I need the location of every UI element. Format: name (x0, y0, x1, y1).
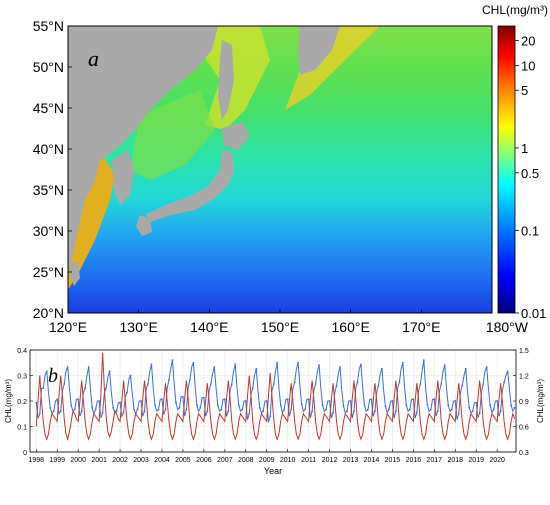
colorbar-tick-label: 0.1 (521, 223, 539, 238)
x-tick-label: 1999 (49, 457, 65, 464)
colorbar-gradient (497, 25, 516, 314)
x-tick-label: 2015 (385, 457, 401, 464)
panel-label-b: b (48, 365, 58, 387)
coastal-bloom-okhotsk (160, 26, 270, 130)
x-tick-label: 1998 (28, 457, 44, 464)
colorbar-tick-label: 0.01 (521, 306, 546, 321)
x-tick-label: 2003 (133, 457, 149, 464)
right-y-tick-label: 0.6 (519, 425, 529, 432)
map-y-tick-label: 35°N (33, 182, 64, 198)
x-tick-label: 2001 (91, 457, 107, 464)
colorbar-tick-label: 5 (521, 83, 528, 98)
left-y-tick-label: 0.2 (17, 399, 27, 406)
x-axis-label: Year (264, 466, 282, 476)
x-tick-label: 2000 (70, 457, 86, 464)
left-y-axis: 0 0.1 0.2 0.3 0.4 (17, 348, 33, 457)
map-x-tick-label: 180°W (486, 319, 529, 335)
map-x-tick-label: 140°E (190, 319, 228, 335)
land-kamchatka (298, 26, 340, 75)
colorbar-tick-label: 10 (521, 58, 535, 73)
x-tick-label: 2013 (343, 457, 359, 464)
right-y-tick-label: 0.3 (519, 450, 529, 457)
x-tick-label: 2010 (280, 457, 296, 464)
map-y-tick-label: 40°N (33, 141, 64, 157)
land-asia-mainland (68, 26, 218, 280)
series-red-line (35, 352, 516, 442)
x-tick-label: 2009 (259, 457, 275, 464)
x-tick-label: 2018 (447, 457, 463, 464)
x-tick-label: 2016 (406, 457, 422, 464)
x-tick-label: 2006 (196, 457, 212, 464)
right-y-tick-label: 0.9 (519, 399, 529, 406)
map-y-tick-label: 50°N (33, 59, 64, 75)
land-honshu (146, 150, 234, 222)
left-y-tick-label: 0.4 (17, 348, 27, 355)
timeseries-x-axis: 1998 1999 2000 2001 2002 2003 2004 2005 2006 2007… (28, 449, 505, 464)
map-y-tick-label: 20°N (33, 305, 64, 321)
colorbar-title: CHL(mg/m³) (482, 3, 548, 17)
map-y-tick-label: 25°N (33, 264, 64, 280)
map-y-axis: 55°N 50°N 45°N 40°N 35°N 30°N 25°N 20°N (33, 18, 72, 321)
right-y-axis-label: CHL(mg/m³) (536, 379, 545, 423)
x-tick-label: 2008 (238, 457, 254, 464)
map-y-tick-label: 55°N (33, 18, 64, 34)
colorbar: CHL(mg/m³) 20 10 5 1 0.5 0.1 0.01 (482, 3, 548, 321)
map-x-tick-label: 120°E (49, 319, 87, 335)
panel-b-timeseries: 0 0.1 0.2 0.3 0.4 0.3 0.6 0.9 1.2 1.5 1998 1999 20… (4, 348, 545, 476)
panel-label-a: a (88, 46, 99, 71)
colorbar-tick-label: 1 (521, 141, 528, 156)
map-x-axis: 120°E 130°E 140°E 150°E 160°E 170°E 180°W (49, 309, 529, 335)
right-y-tick-label: 1.5 (519, 348, 529, 355)
land-hokkaido (222, 122, 250, 150)
x-tick-label: 2012 (322, 457, 338, 464)
x-tick-label: 2011 (301, 457, 316, 464)
map-x-tick-label: 130°E (120, 319, 158, 335)
left-y-axis-label: CHL(mg/m³) (4, 379, 13, 423)
map-y-tick-label: 45°N (33, 100, 64, 116)
colorbar-tick-label: 20 (521, 34, 535, 49)
left-y-tick-label: 0.3 (17, 374, 27, 381)
x-tick-label: 2002 (112, 457, 128, 464)
left-y-tick-label: 0 (23, 450, 27, 457)
coastal-bloom-kamchatka (285, 26, 380, 110)
series-blue-line (35, 360, 516, 423)
map-x-tick-label: 150°E (261, 319, 299, 335)
panel-a-map: a 55°N 50°N 45°N 40°N 35°N 30°N 25°N 20°N 120°E… (33, 18, 529, 335)
land-sakhalin (218, 40, 234, 120)
land-korea (112, 150, 134, 205)
x-tick-label: 2017 (427, 457, 443, 464)
x-tick-label: 2004 (154, 457, 170, 464)
x-tick-label: 2019 (468, 457, 484, 464)
land-kyushu (136, 215, 152, 236)
colorbar-ticks: 20 10 5 1 0.5 0.1 0.01 (515, 34, 546, 321)
x-tick-label: 2020 (489, 457, 505, 464)
coastal-bloom-sea-of-japan (130, 90, 215, 180)
map-y-tick-label: 30°N (33, 223, 64, 239)
left-y-tick-label: 0.1 (17, 425, 27, 432)
x-tick-label: 2014 (364, 457, 380, 464)
right-y-tick-label: 1.2 (519, 374, 529, 381)
right-y-axis: 0.3 0.6 0.9 1.2 1.5 (513, 348, 529, 457)
map-x-tick-label: 160°E (332, 319, 370, 335)
map-x-tick-label: 170°E (402, 319, 440, 335)
land-taiwan (70, 262, 80, 286)
x-tick-label: 2005 (175, 457, 191, 464)
colorbar-tick-label: 0.5 (521, 166, 539, 181)
x-tick-label: 2007 (217, 457, 233, 464)
